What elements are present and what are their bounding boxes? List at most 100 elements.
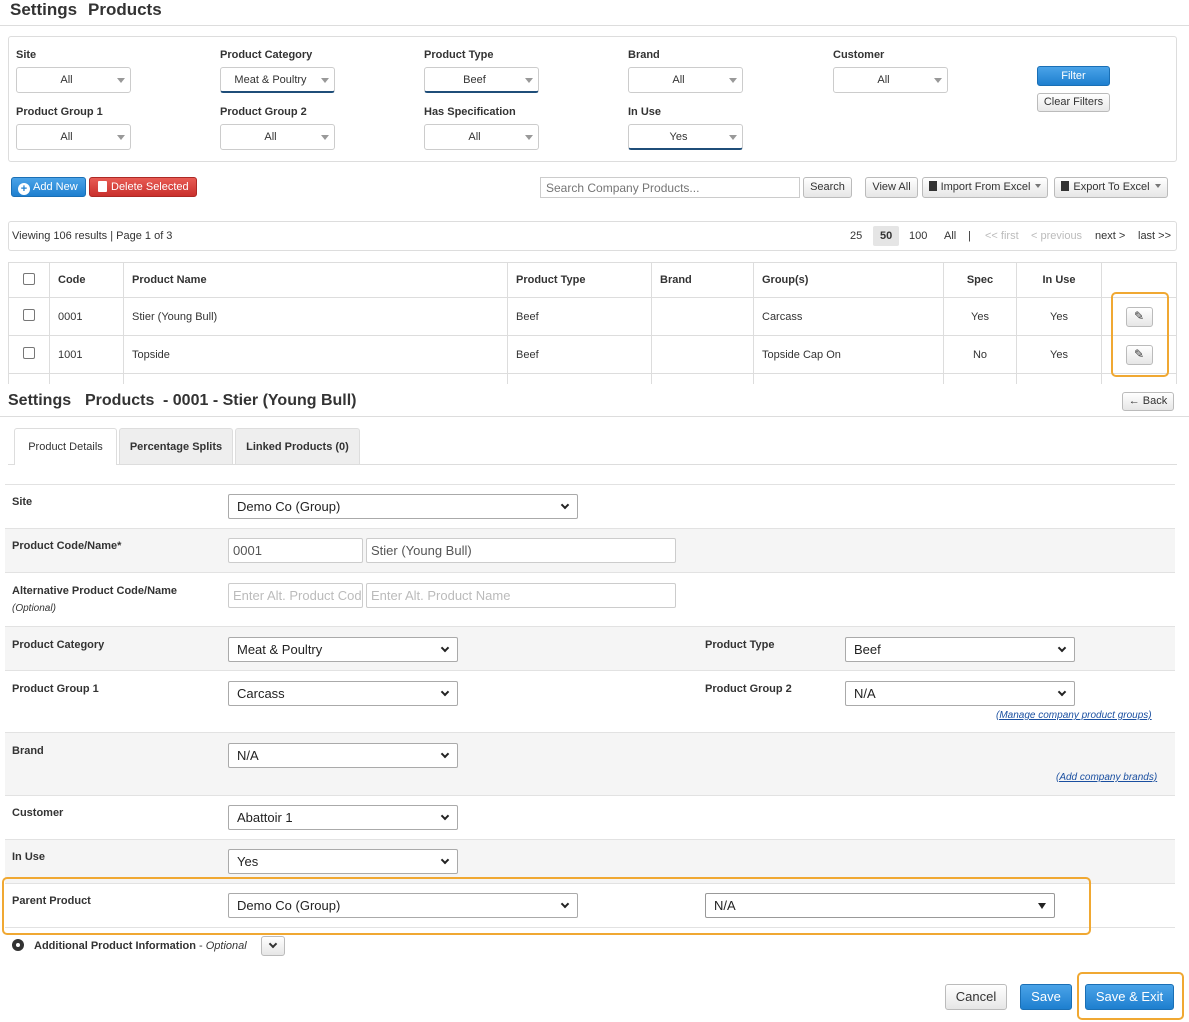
additional-info-toggle[interactable]: Additional Product Information - Optiona… <box>34 940 247 952</box>
page-size-25[interactable]: 25 <box>850 230 863 242</box>
product-name-input[interactable]: Stier (Young Bull) <box>366 538 676 563</box>
pager-previous[interactable]: < previous <box>1031 230 1083 242</box>
pager-next[interactable]: next > <box>1095 230 1126 242</box>
chevron-down-icon <box>440 643 450 653</box>
pager-last[interactable]: last >> <box>1138 230 1172 242</box>
document-icon <box>928 181 937 191</box>
detail-header-divider <box>0 416 1189 417</box>
back-button[interactable]: ← Back <box>1122 392 1174 411</box>
row-checkbox[interactable] <box>23 309 35 321</box>
tab-linked-products[interactable]: Linked Products (0) <box>235 428 360 464</box>
label-site: Site <box>12 496 33 508</box>
parent-site-value: Demo Co (Group) <box>237 898 341 913</box>
pager-separator: | <box>968 230 971 242</box>
filter-group2-select[interactable]: All <box>220 124 335 150</box>
chevron-down-icon <box>440 687 450 697</box>
export-excel-button[interactable]: Export To Excel <box>1054 177 1168 198</box>
search-input[interactable] <box>540 177 800 198</box>
brand-select[interactable]: N/A <box>228 743 458 768</box>
type-select[interactable]: Beef <box>845 637 1075 662</box>
additional-info-optional: Optional <box>205 940 247 952</box>
category-select[interactable]: Meat & Poultry <box>228 637 458 662</box>
page-size-all[interactable]: All <box>944 230 957 242</box>
tab-product-details[interactable]: Product Details <box>14 428 117 465</box>
edit-buttons-highlight <box>1111 292 1169 377</box>
arrow-left-icon: ← <box>1128 395 1140 407</box>
row-select-cell <box>8 335 50 374</box>
alt-name-input[interactable]: Enter Alt. Product Name <box>366 583 676 608</box>
clear-filters-button[interactable]: Clear Filters <box>1037 93 1110 112</box>
select-all-cell <box>8 262 50 298</box>
group1-value: Carcass <box>237 686 285 701</box>
type-value: Beef <box>854 642 881 657</box>
col-product-name[interactable]: Product Name <box>123 262 508 298</box>
edit-button[interactable]: ✎ <box>1125 344 1153 365</box>
row-actions-cell: ✎ <box>1101 335 1177 374</box>
filter-inuse-select[interactable]: Yes <box>628 124 743 150</box>
view-all-button[interactable]: View All <box>865 177 918 198</box>
filter-brand-select[interactable]: All <box>628 67 743 93</box>
save-button[interactable]: Save <box>1020 984 1072 1010</box>
import-excel-label: Import From Excel <box>940 181 1031 193</box>
import-excel-button[interactable]: Import From Excel <box>922 177 1048 198</box>
edit-button[interactable]: ✎ <box>1125 306 1153 327</box>
label-customer: Customer <box>12 807 64 819</box>
detail-breadcrumb-settings[interactable]: Settings <box>8 392 72 409</box>
search-button[interactable]: Search <box>803 177 852 198</box>
group2-select[interactable]: N/A <box>845 681 1075 706</box>
filter-spec-select[interactable]: All <box>424 124 539 150</box>
add-new-button[interactable]: + Add New <box>11 177 86 197</box>
table-row[interactable]: 0001 Stier (Young Bull) Beef Carcass Yes… <box>8 297 1177 336</box>
export-excel-label: Export To Excel <box>1073 181 1150 193</box>
filter-customer-select[interactable]: All <box>833 67 948 93</box>
filter-group1-select[interactable]: All <box>16 124 131 150</box>
detail-page-title: - 0001 - Stier (Young Bull) <box>163 392 357 409</box>
filter-label-customer: Customer <box>833 49 885 61</box>
site-select[interactable]: Demo Co (Group) <box>228 494 578 519</box>
label-group2: Product Group 2 <box>705 683 792 695</box>
col-groups[interactable]: Group(s) <box>753 262 944 298</box>
page-size-100[interactable]: 100 <box>909 230 928 242</box>
tab-percentage-splits[interactable]: Percentage Splits <box>119 428 233 464</box>
alt-code-input[interactable]: Enter Alt. Product Code <box>228 583 363 608</box>
manage-groups-link[interactable]: (Manage company product groups) <box>996 710 1152 721</box>
caret-down-icon <box>729 78 737 83</box>
row-groups <box>5 670 1175 732</box>
parent-product-select[interactable]: N/A <box>705 893 1055 918</box>
col-product-type[interactable]: Product Type <box>507 262 652 298</box>
label-group1: Product Group 1 <box>12 683 99 695</box>
filter-group2-value: All <box>264 131 277 143</box>
product-code-input[interactable]: 0001 <box>228 538 363 563</box>
cancel-button[interactable]: Cancel <box>945 984 1007 1010</box>
filter-category-select[interactable]: Meat & Poultry <box>220 67 335 93</box>
breadcrumb-settings[interactable]: Settings <box>10 0 78 19</box>
filter-site-select[interactable]: All <box>16 67 131 93</box>
table-row[interactable] <box>8 373 1177 384</box>
col-brand[interactable]: Brand <box>651 262 754 298</box>
detail-breadcrumb-products[interactable]: Products <box>85 392 155 409</box>
add-brands-link[interactable]: (Add company brands) <box>1056 772 1158 783</box>
row-site <box>5 484 1175 528</box>
parent-site-select[interactable]: Demo Co (Group) <box>228 893 578 918</box>
select-all-checkbox[interactable] <box>23 272 35 285</box>
breadcrumb-products[interactable]: Products <box>88 0 162 19</box>
pager-first[interactable]: << first <box>985 230 1019 242</box>
customer-select[interactable]: Abattoir 1 <box>228 805 458 830</box>
col-in-use[interactable]: In Use <box>1016 262 1102 298</box>
expand-additional-button[interactable] <box>261 936 285 956</box>
page-size-50[interactable]: 50 <box>880 230 893 242</box>
table-header-row: Code Product Name Product Type Brand Gro… <box>8 262 1177 298</box>
delete-selected-button[interactable]: Delete Selected <box>89 177 197 197</box>
caret-down-icon <box>1154 184 1161 188</box>
row-select-cell <box>8 297 50 336</box>
col-code[interactable]: Code <box>49 262 124 298</box>
col-spec[interactable]: Spec <box>943 262 1017 298</box>
filter-type-select[interactable]: Beef <box>424 67 539 93</box>
save-exit-button[interactable]: Save & Exit <box>1085 984 1174 1010</box>
filter-label-site: Site <box>16 49 37 61</box>
table-row[interactable]: 1001 Topside Beef Topside Cap On No Yes … <box>8 335 1177 374</box>
group1-select[interactable]: Carcass <box>228 681 458 706</box>
in-use-select[interactable]: Yes <box>228 849 458 874</box>
filter-button[interactable]: Filter <box>1037 66 1110 86</box>
row-checkbox[interactable] <box>23 347 35 359</box>
